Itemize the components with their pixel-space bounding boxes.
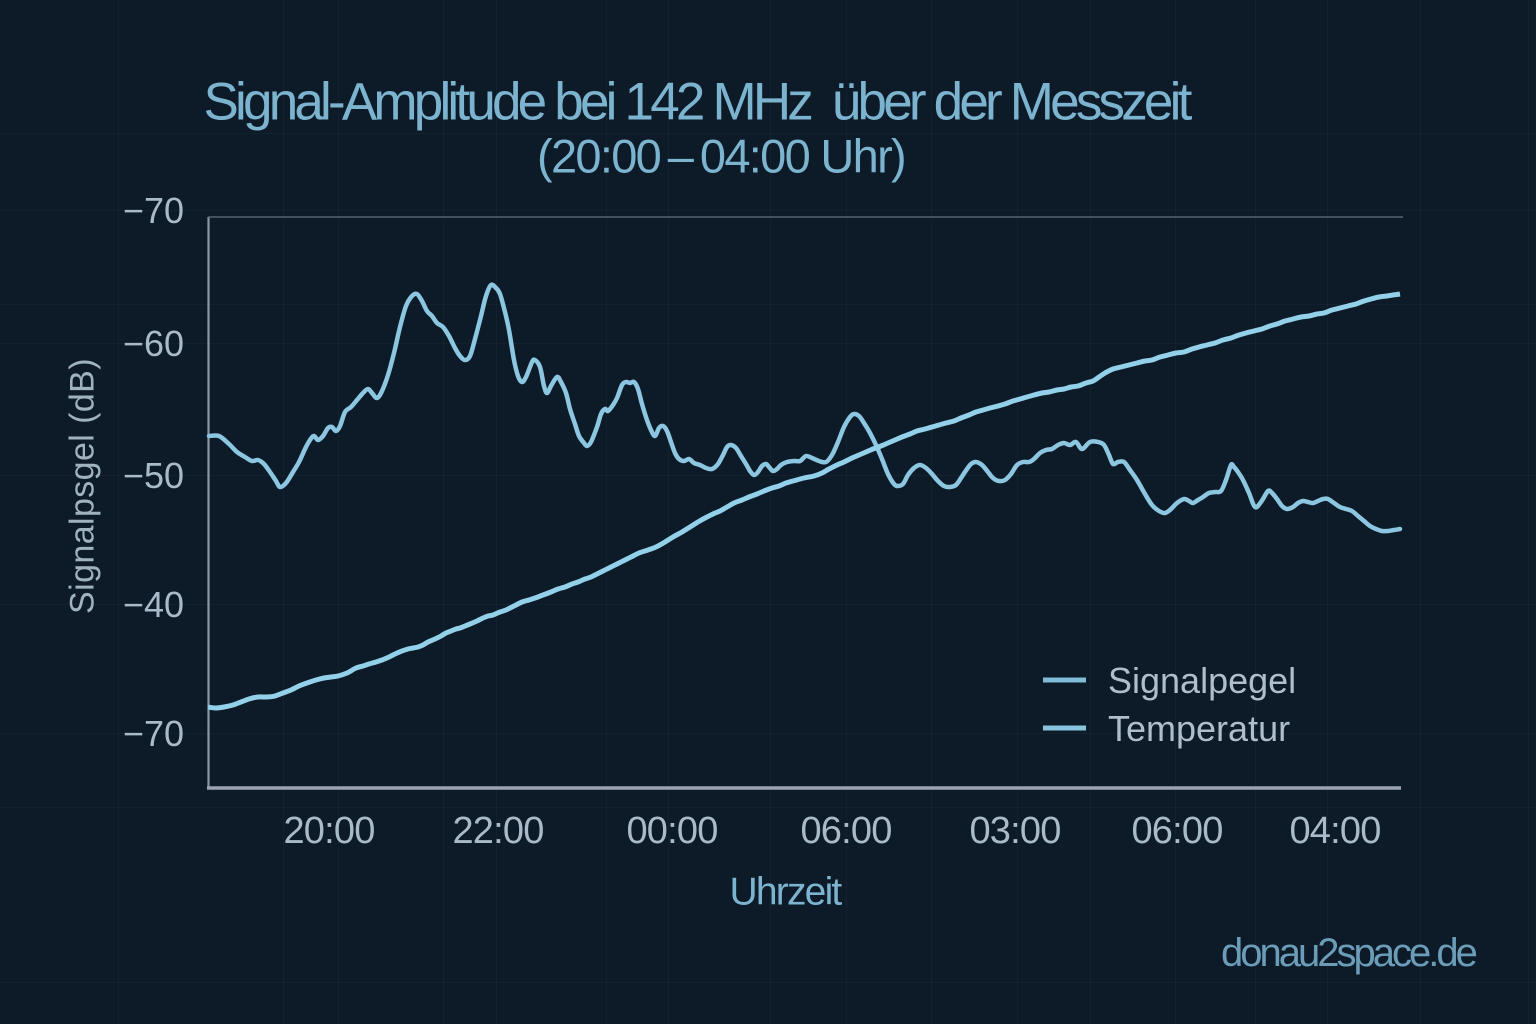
svg-text:Signalpsgel (dB): Signalpsgel (dB) [64, 358, 102, 614]
svg-text:−70: −70 [123, 190, 184, 231]
svg-text:06:00: 06:00 [800, 810, 891, 852]
svg-text:−40: −40 [123, 584, 184, 625]
svg-text:22:00: 22:00 [452, 810, 543, 852]
svg-text:Signalpegel: Signalpegel [1108, 660, 1296, 701]
svg-text:20:00: 20:00 [283, 810, 374, 852]
svg-text:Temperatur: Temperatur [1108, 708, 1290, 749]
svg-text:04:00: 04:00 [1289, 810, 1380, 852]
svg-text:donau2space.de: donau2space.de [1221, 931, 1477, 975]
svg-text:(20:00 – 04:00 Uhr): (20:00 – 04:00 Uhr) [537, 130, 905, 183]
svg-text:06:00: 06:00 [1131, 810, 1222, 852]
svg-text:−70: −70 [123, 713, 184, 754]
svg-text:−60: −60 [123, 323, 184, 364]
svg-text:Signal-Amplitude bei 142 MHz: Signal-Amplitude bei 142 MHz über der Me… [204, 73, 1193, 132]
svg-text:00:00: 00:00 [626, 810, 717, 852]
svg-text:Uhrzeit: Uhrzeit [730, 871, 843, 914]
svg-text:−50: −50 [123, 455, 184, 496]
svg-text:03:00: 03:00 [969, 810, 1060, 852]
